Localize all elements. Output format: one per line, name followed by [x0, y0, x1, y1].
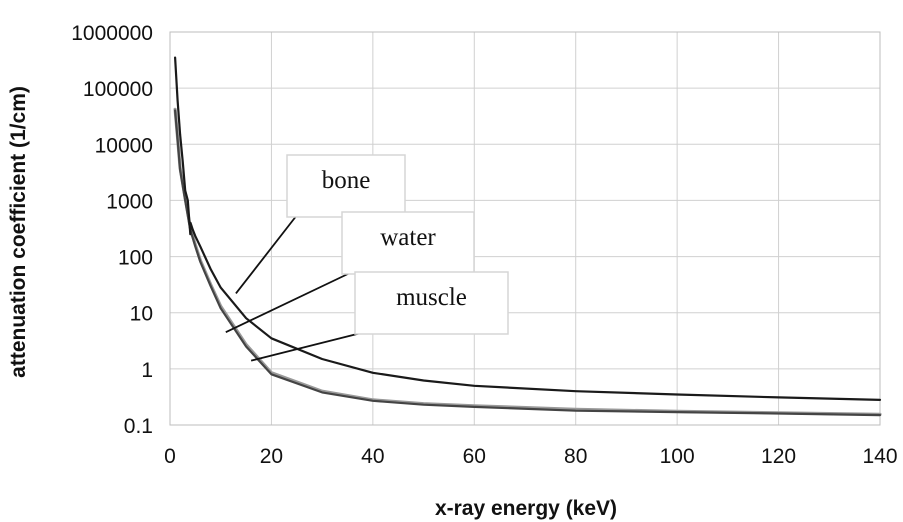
callouts: bone water muscle [286, 154, 509, 335]
y-axis-title: attenuation coefficient (1/cm) [7, 86, 30, 378]
series-layer [173, 56, 882, 417]
callout-leader-bone [235, 214, 298, 295]
y-tick-label: 1 [141, 359, 153, 382]
y-tick-labels: 0.1 1 10 100 1000 10000 100000 1000000 [71, 22, 153, 438]
x-tick-label: 100 [660, 445, 695, 468]
x-tick-label: 40 [361, 445, 384, 468]
plot-area [169, 31, 881, 426]
y-tick-label: 10 [130, 303, 153, 326]
x-tick-label: 140 [862, 445, 897, 468]
y-tick-label: 1000 [106, 190, 153, 213]
callout-label-bone: bone [322, 167, 371, 194]
series-line-water [174, 109, 882, 417]
callout-label-water: water [380, 224, 436, 251]
callout-leaders [225, 214, 366, 362]
y-tick-label: 10000 [95, 134, 153, 157]
y-tick-label: 0.1 [124, 415, 153, 438]
x-tick-labels: 0 20 40 60 80 100 120 140 [164, 445, 897, 468]
y-tick-label: 100000 [83, 78, 153, 101]
callout-box-muscle [354, 271, 509, 335]
callout-label-muscle: muscle [396, 284, 467, 311]
y-tick-label: 100 [118, 247, 153, 270]
grid [169, 31, 881, 426]
callout-leader-muscle [250, 331, 366, 362]
x-tick-label: 0 [164, 445, 176, 468]
x-tick-label: 20 [260, 445, 283, 468]
y-tick-label: 1000000 [71, 22, 153, 45]
callout-leader-water [225, 271, 353, 333]
x-tick-label: 80 [564, 445, 587, 468]
x-tick-label: 60 [463, 445, 486, 468]
series-line-bone [174, 56, 882, 401]
x-tick-label: 120 [761, 445, 796, 468]
x-axis-title: x-ray energy (keV) [435, 497, 617, 520]
